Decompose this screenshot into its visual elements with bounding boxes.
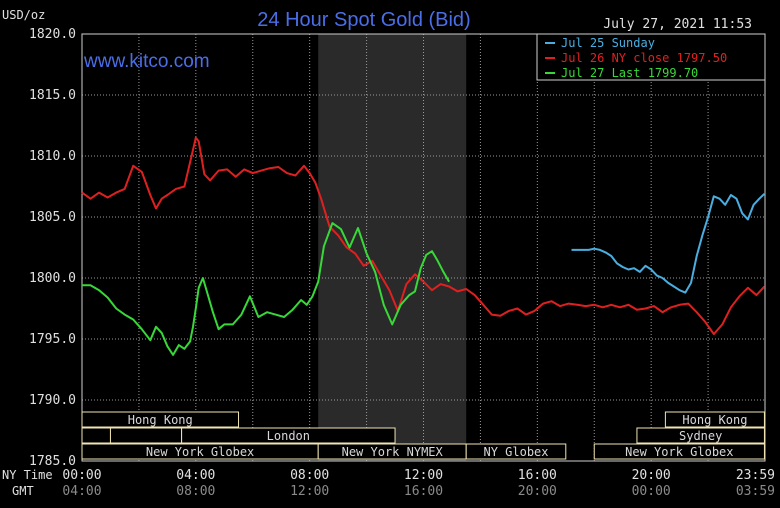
session-label: Sydney xyxy=(679,429,722,443)
x-tick-label-ny: 20:00 xyxy=(632,468,671,483)
series-line xyxy=(571,193,766,294)
legend-label: Jul 27 Last 1799.70 xyxy=(561,66,698,80)
session-label: New York Globex xyxy=(146,445,254,459)
y-tick-label: 1790.0 xyxy=(29,393,76,408)
session-label: NY Globex xyxy=(483,445,548,459)
y-tick-label: 1820.0 xyxy=(29,27,76,42)
y-tick-label: 1800.0 xyxy=(29,271,76,286)
x-tick-label-ny: 04:00 xyxy=(176,468,215,483)
session-label: New York Globex xyxy=(625,445,733,459)
x-tick-label-gmt: 12:00 xyxy=(290,484,329,499)
y-tick-label: 1785.0 xyxy=(29,454,76,469)
x-tick-label-gmt: 00:00 xyxy=(632,484,671,499)
session-label: London xyxy=(267,429,310,443)
x-tick-label-gmt: 08:00 xyxy=(176,484,215,499)
legend-frame xyxy=(536,33,766,81)
series-line xyxy=(81,136,766,336)
x-tick-label-ny: 23:59 xyxy=(736,468,775,483)
chart-title: 24 Hour Spot Gold (Bid) xyxy=(257,9,470,31)
x-tick-label-ny: 00:00 xyxy=(62,468,101,483)
series-line xyxy=(82,222,450,356)
market-sessions: Hong Kong Hong Kong London Sydney New York G… xyxy=(81,411,765,460)
y-axis-ticks: 1820.0 1815.0 1810.0 1805.0 1800.0 1795.0 1790… xyxy=(29,27,76,469)
session-label: Hong Kong xyxy=(682,413,747,427)
series-lines xyxy=(81,136,766,356)
session-box: New York Globex xyxy=(81,443,319,460)
x-tick-label-gmt: 03:59 xyxy=(736,484,775,499)
y-tick-label: 1810.0 xyxy=(29,149,76,164)
legend-label: Jul 25 Sunday xyxy=(561,36,655,50)
chart-timestamp: July 27, 2021 11:53 xyxy=(603,17,752,32)
y-tick-label: 1805.0 xyxy=(29,210,76,225)
x-tick-label-ny: 12:00 xyxy=(404,468,443,483)
x-axis-ticks: 00:00 04:00 08:00 12:00 16:00 20:00 23:5904:00… xyxy=(62,468,775,499)
x-tick-label-gmt: 20:00 xyxy=(518,484,557,499)
watermark: www.kitco.com xyxy=(83,51,210,72)
session-box: London xyxy=(181,427,396,444)
y-tick-label: 1815.0 xyxy=(29,88,76,103)
plot-frame xyxy=(81,33,766,462)
ny-time-row-label: NY Time xyxy=(2,468,53,482)
y-axis-label: USD/oz xyxy=(2,8,45,22)
gmt-row-label: GMT xyxy=(12,484,34,498)
legend-label: Jul 26 NY close 1797.50 xyxy=(561,51,727,65)
session-box: NY Globex xyxy=(465,443,567,460)
session-box xyxy=(109,427,183,444)
x-tick-label-ny: 16:00 xyxy=(518,468,557,483)
session-box: Sydney xyxy=(636,427,765,444)
grid-lines xyxy=(81,33,766,462)
nymex-session-band xyxy=(318,34,467,461)
x-tick-label-ny: 08:00 xyxy=(290,468,329,483)
session-box: New York Globex xyxy=(593,443,765,460)
session-label: Hong Kong xyxy=(128,413,193,427)
session-box xyxy=(81,427,111,444)
session-box: New York NYMEX xyxy=(317,443,467,460)
y-tick-label: 1795.0 xyxy=(29,332,76,347)
x-tick-label-gmt: 16:00 xyxy=(404,484,443,499)
session-box: Hong Kong xyxy=(81,411,240,428)
x-tick-label-gmt: 04:00 xyxy=(62,484,101,499)
session-label: New York NYMEX xyxy=(342,445,444,459)
session-box: Hong Kong xyxy=(664,411,765,428)
